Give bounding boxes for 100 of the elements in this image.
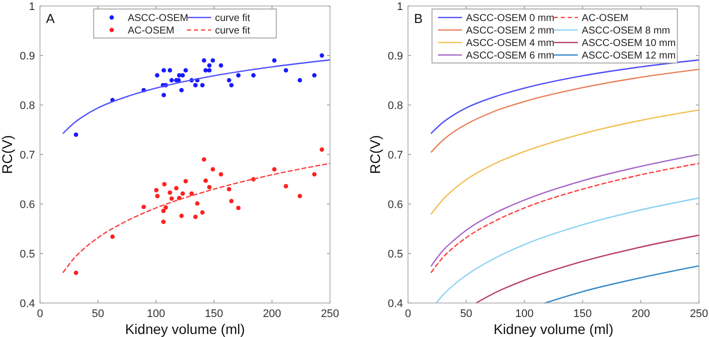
point [207,184,212,190]
y-axis-title: RC(V) [367,135,383,174]
point [193,83,198,88]
legend-label: ASCC-OSEM 2 mm [466,26,554,36]
point [229,198,234,204]
point [202,157,206,162]
x-axis-title: Kidney volume (ml) [125,321,245,337]
point [179,214,184,218]
x-tick-label: 0 [36,308,44,320]
point [236,206,241,210]
line-series [430,68,700,153]
line-series [544,265,700,304]
point [162,68,166,73]
point [226,186,232,192]
x-tick-label: 150 [204,308,224,320]
point [210,58,216,63]
point [320,53,324,58]
point [168,68,172,73]
annotation: B [414,11,423,26]
line-series [430,109,700,215]
point [312,172,317,176]
x-tick-label: 250 [690,308,708,320]
y-tick-label: 0.7 [20,150,35,162]
x-tick-label: 50 [460,308,472,320]
point [193,214,198,220]
x-tick-label: 150 [573,308,592,320]
point [74,132,78,137]
point [203,68,208,73]
point [203,178,208,183]
y-tick-label: 0.7 [388,150,403,162]
point [154,73,160,78]
point [200,210,205,215]
point [179,88,184,92]
point [164,205,168,210]
line-series [436,197,700,304]
y-tick-label: 0.8 [388,100,403,112]
point [189,191,194,196]
point [202,58,206,63]
point [320,147,324,152]
point [200,83,205,88]
x-tick-label: 200 [262,308,282,320]
x-tick-label: 0 [404,308,412,320]
legend-label: curve fit [215,26,250,36]
point [218,172,224,176]
point [168,190,172,195]
y-tick-label: 0.4 [20,298,35,310]
point [183,68,188,73]
point [298,78,302,82]
point [174,186,178,190]
point [161,208,166,214]
legend-label: ASCC-OSEM 10 mm [582,38,676,49]
x-tick-label: 100 [515,308,534,320]
point [284,68,288,73]
point [226,78,232,82]
legend-label: ASCC-OSEM 0 mm [466,13,554,24]
y-tick-label: 0.9 [388,50,403,62]
legend-label: ASCC-OSEM 12 mm [582,50,676,62]
point [180,73,185,78]
y-tick-label: 0.9 [20,50,35,62]
point [183,179,188,184]
line-series [62,59,331,134]
point [74,270,78,276]
x-tick-label: 200 [632,308,650,320]
x-tick-label: 250 [320,308,340,320]
annotation: A [46,11,55,26]
point [312,73,317,78]
legend-label: AC-OSEM [582,13,628,24]
y-axis-title: RC(V) [0,135,15,174]
y-tick-label: 0.5 [388,248,403,260]
point [210,167,216,172]
point [284,184,288,188]
point [207,68,212,73]
point [218,63,224,68]
y-tick-label: 1 [396,1,403,13]
point [154,188,159,192]
point [161,220,166,224]
point [207,63,212,68]
y-tick-label: 0.6 [388,199,403,211]
point [155,194,160,198]
point [162,92,166,98]
point [298,194,302,198]
line-series [62,162,331,273]
point [110,234,115,239]
point [236,73,241,78]
x-tick-label: 50 [92,308,104,320]
legend-label: ASCC-OSEM 4 mm [466,38,554,49]
point [195,201,200,206]
legend-label: ASCC-OSEM [128,13,188,24]
legend-label: AC-OSEM [128,26,174,36]
point [180,191,185,196]
line-series [476,234,700,304]
y-tick-label: 0.6 [20,199,35,211]
legend-label: curve fit [215,13,250,24]
y-tick-label: 0.5 [20,248,35,260]
point [169,196,174,201]
point [142,204,146,210]
x-tick-label: 100 [146,308,166,320]
y-tick-label: 0.4 [388,298,403,310]
legend-label: ASCC-OSEM 6 mm [466,50,554,62]
point [272,167,277,172]
